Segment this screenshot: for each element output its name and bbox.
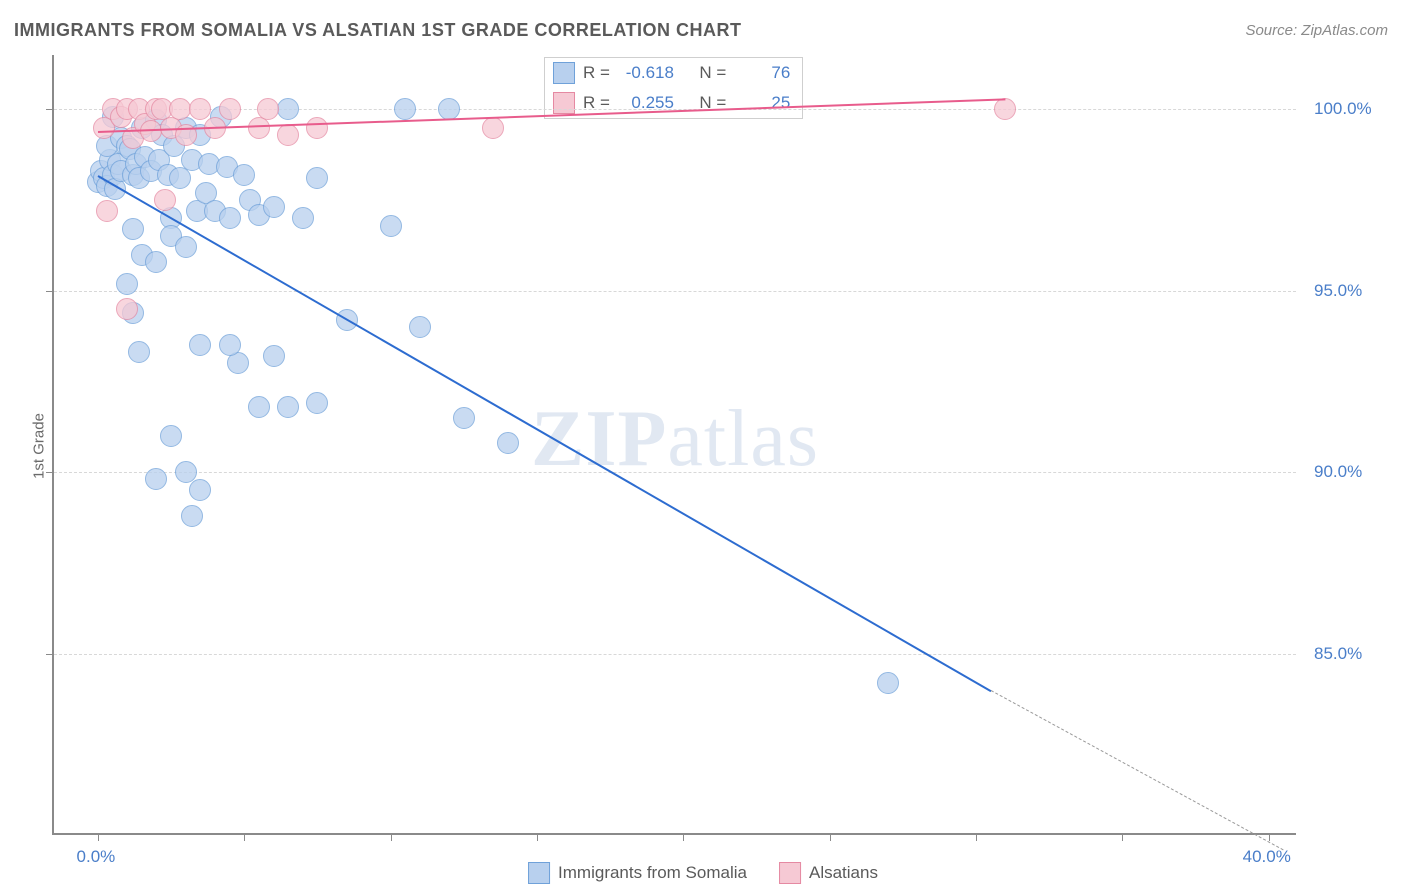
data-point-alsatians xyxy=(154,189,176,211)
data-point-somalia xyxy=(277,396,299,418)
data-point-somalia xyxy=(292,207,314,229)
x-tick xyxy=(537,833,538,841)
stats-row-somalia: R = -0.618 N = 76 xyxy=(545,58,802,88)
data-point-somalia xyxy=(145,468,167,490)
data-point-somalia xyxy=(181,505,203,527)
source-label: Source: ZipAtlas.com xyxy=(1245,22,1388,39)
data-point-somalia xyxy=(306,167,328,189)
data-point-somalia xyxy=(380,215,402,237)
y-tick-label: 85.0% xyxy=(1314,644,1362,664)
data-point-somalia xyxy=(453,407,475,429)
regression-line xyxy=(97,175,991,692)
x-tick xyxy=(1269,833,1270,841)
data-point-alsatians xyxy=(116,298,138,320)
regression-line xyxy=(990,690,1283,850)
data-point-alsatians xyxy=(189,98,211,120)
gridline-h xyxy=(54,291,1296,292)
data-point-alsatians xyxy=(96,200,118,222)
y-tick-label: 100.0% xyxy=(1314,99,1372,119)
y-tick xyxy=(46,654,54,655)
data-point-somalia xyxy=(219,207,241,229)
data-point-somalia xyxy=(409,316,431,338)
data-point-somalia xyxy=(189,334,211,356)
legend-label-somalia: Immigrants from Somalia xyxy=(558,863,747,883)
data-point-alsatians xyxy=(306,117,328,139)
data-point-alsatians xyxy=(257,98,279,120)
x-tick xyxy=(976,833,977,841)
r-label: R = xyxy=(583,63,610,83)
x-tick xyxy=(98,833,99,841)
bottom-legend: Immigrants from Somalia Alsatians xyxy=(528,862,878,884)
data-point-somalia xyxy=(306,392,328,414)
y-tick-label: 95.0% xyxy=(1314,281,1362,301)
legend-label-alsatians: Alsatians xyxy=(809,863,878,883)
n-label: N = xyxy=(699,63,726,83)
data-point-somalia xyxy=(128,341,150,363)
y-tick xyxy=(46,472,54,473)
legend-item-alsatians: Alsatians xyxy=(779,862,878,884)
data-point-alsatians xyxy=(277,124,299,146)
y-axis-label: 1st Grade xyxy=(30,413,47,479)
x-tick xyxy=(830,833,831,841)
data-point-somalia xyxy=(263,345,285,367)
legend-swatch-alsatians xyxy=(779,862,801,884)
swatch-alsatians xyxy=(553,92,575,114)
data-point-somalia xyxy=(175,236,197,258)
data-point-somalia xyxy=(160,425,182,447)
data-point-somalia xyxy=(877,672,899,694)
chart-container: IMMIGRANTS FROM SOMALIA VS ALSATIAN 1ST … xyxy=(0,0,1406,892)
data-point-somalia xyxy=(263,196,285,218)
data-point-somalia xyxy=(219,334,241,356)
legend-item-somalia: Immigrants from Somalia xyxy=(528,862,747,884)
n-value-somalia: 76 xyxy=(734,63,790,83)
data-point-somalia xyxy=(248,396,270,418)
legend-swatch-somalia xyxy=(528,862,550,884)
gridline-h xyxy=(54,654,1296,655)
plot-area: ZIPatlas R = -0.618 N = 76 R = 0.255 N =… xyxy=(52,55,1296,835)
x-tick xyxy=(391,833,392,841)
x-tick-label: 40.0% xyxy=(1243,847,1291,867)
chart-title: IMMIGRANTS FROM SOMALIA VS ALSATIAN 1ST … xyxy=(14,20,741,41)
data-point-alsatians xyxy=(994,98,1016,120)
x-tick xyxy=(244,833,245,841)
x-tick xyxy=(683,833,684,841)
data-point-somalia xyxy=(116,273,138,295)
data-point-somalia xyxy=(394,98,416,120)
x-tick-label: 0.0% xyxy=(77,847,116,867)
y-tick xyxy=(46,291,54,292)
data-point-somalia xyxy=(277,98,299,120)
y-tick xyxy=(46,109,54,110)
watermark-rest: atlas xyxy=(667,395,819,483)
data-point-somalia xyxy=(122,218,144,240)
data-point-somalia xyxy=(189,479,211,501)
gridline-h xyxy=(54,472,1296,473)
data-point-somalia xyxy=(175,461,197,483)
y-tick-label: 90.0% xyxy=(1314,462,1362,482)
x-tick xyxy=(1122,833,1123,841)
data-point-somalia xyxy=(233,164,255,186)
data-point-alsatians xyxy=(169,98,191,120)
data-point-somalia xyxy=(497,432,519,454)
data-point-alsatians xyxy=(219,98,241,120)
data-point-somalia xyxy=(145,251,167,273)
data-point-alsatians xyxy=(482,117,504,139)
swatch-somalia xyxy=(553,62,575,84)
r-value-somalia: -0.618 xyxy=(618,63,674,83)
